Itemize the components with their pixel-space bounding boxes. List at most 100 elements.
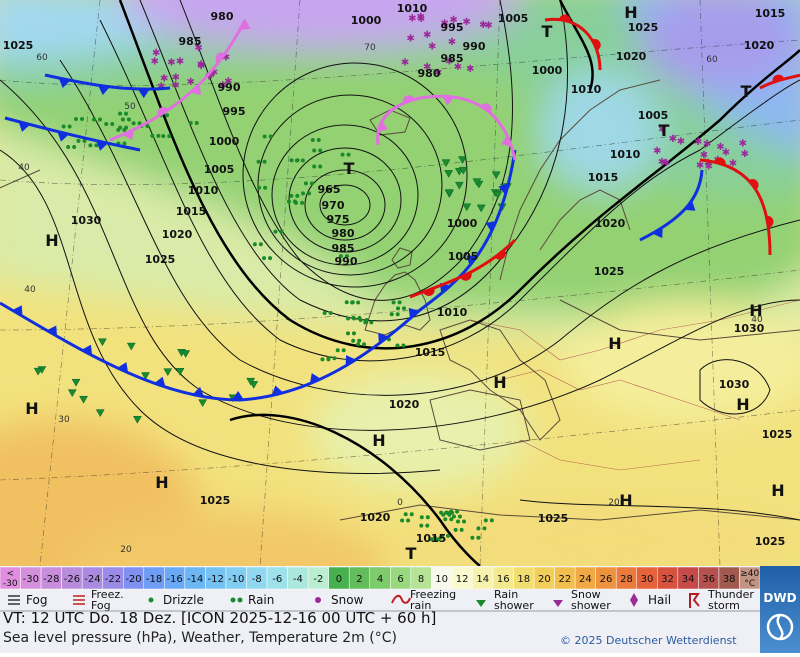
scale-label: 34 xyxy=(682,574,695,585)
isobar-label: 1015 xyxy=(416,532,447,545)
weather-legend-label: Freez. Fog xyxy=(91,588,124,612)
rain-symbol xyxy=(88,143,93,148)
snow-symbol: ✱ xyxy=(716,142,724,153)
coastlines xyxy=(0,79,800,521)
temperature-scale: < -30 -30 -28 -26 -24 -22 -20 -18 -16 -14 -12 -10 -8-… xyxy=(0,566,761,590)
scale-label: 8 xyxy=(418,574,424,585)
pressure-center: H xyxy=(619,491,632,510)
snow-symbol: ✱ xyxy=(224,76,232,87)
scale-label: 16 xyxy=(497,574,510,585)
front-semicircle xyxy=(748,179,759,190)
front xyxy=(544,17,602,71)
rain-symbol xyxy=(258,242,263,247)
front-semicircle xyxy=(460,272,472,281)
pressure-center: H xyxy=(608,334,621,353)
front-triangle xyxy=(46,325,57,337)
snow-symbol: ✱ xyxy=(448,37,456,48)
scale-label: -16 xyxy=(166,574,182,585)
isobar-label: 1020 xyxy=(389,398,420,411)
rain-symbol xyxy=(482,526,487,531)
rain-symbol xyxy=(338,254,343,259)
snow-symbol: ✱ xyxy=(151,56,159,67)
isobar-label: 1010 xyxy=(610,148,641,161)
pressure-center: H xyxy=(736,395,749,414)
snow-symbol: ✱ xyxy=(653,146,661,157)
shower-symbol xyxy=(163,368,173,377)
rain-symbol xyxy=(82,138,87,143)
pressure-center: H xyxy=(25,399,38,418)
front-semicircle xyxy=(766,215,774,228)
rain-symbol xyxy=(389,312,394,317)
rain-symbol xyxy=(120,117,125,122)
rain-symbol xyxy=(76,138,81,143)
latitude-label: 0 xyxy=(397,498,403,508)
scale-label: -10 xyxy=(228,574,244,585)
front-triangle xyxy=(96,140,108,151)
rain-symbol xyxy=(455,509,460,514)
front-triangle xyxy=(442,96,455,106)
rain-symbol xyxy=(74,116,79,121)
rain-symbol xyxy=(357,315,362,320)
snow-symbol: ✱ xyxy=(408,13,416,24)
rain-symbol xyxy=(289,158,294,163)
isobar-label: 1015 xyxy=(588,171,619,184)
isobar-label: 1030 xyxy=(734,322,765,335)
snow-symbol: ✱ xyxy=(440,19,448,30)
snow-symbol: ✱ xyxy=(160,74,168,85)
rain-symbol xyxy=(110,122,115,127)
subtitle: Sea level pressure (hPa), Weather, Tempe… xyxy=(3,630,397,646)
latitude-label: 40 xyxy=(18,163,30,173)
front-triangle xyxy=(58,77,71,89)
map-labels: 9809859909951000100510101015102010251030… xyxy=(3,2,793,563)
pressure-center: H xyxy=(45,231,58,250)
rain-symbol xyxy=(137,121,142,126)
weather-legend-label: Drizzle xyxy=(163,593,204,607)
rain-symbol xyxy=(256,159,261,164)
rain-symbol xyxy=(263,185,268,190)
rain-symbol xyxy=(307,191,312,196)
scale-label: 14 xyxy=(476,574,489,585)
pressure-center: H xyxy=(372,431,385,450)
rain-symbol xyxy=(489,518,494,523)
isobar-label: 975 xyxy=(327,213,350,226)
rain-symbol xyxy=(67,124,72,129)
rain-symbol xyxy=(312,164,317,169)
legend-icon xyxy=(73,595,85,605)
isobar-label: 1000 xyxy=(447,217,478,230)
rain-symbol xyxy=(395,343,400,348)
scale-above: ≥40 °C xyxy=(740,569,759,589)
isobar-label: 990 xyxy=(463,40,486,53)
isobar-label: 1010 xyxy=(397,2,428,15)
snow-symbol: ✱ xyxy=(729,159,737,170)
snow-symbol: ✱ xyxy=(194,43,202,54)
snow-symbol: ✱ xyxy=(157,82,165,93)
snow-symbol: ✱ xyxy=(417,14,425,25)
scale-label: 4 xyxy=(377,574,383,585)
rain-symbol xyxy=(451,514,456,519)
front-semicircle xyxy=(713,157,726,166)
map-background: ✱✱✱✱✱✱✱✱✱✱ ✱✱ ✱✱✱✱✱✱✱✱✱✱✱✱✱✱✱ ✱✱✱ ✱✱✱✱ ✱✱✱✱✱✱… xyxy=(0,0,800,566)
scale-label: 26 xyxy=(600,574,613,585)
rain-symbol xyxy=(401,343,406,348)
front-triangle xyxy=(192,386,205,397)
rain-symbol xyxy=(124,111,129,116)
front xyxy=(4,116,141,152)
pressure-center: H xyxy=(155,473,168,492)
isobar-label: 1000 xyxy=(209,135,240,148)
weather-legend-label: Snow xyxy=(331,593,364,607)
snow-symbol: ✱ xyxy=(197,60,205,71)
snow-symbol: ✱ xyxy=(401,57,409,68)
snow-symbol: ✱ xyxy=(669,134,677,145)
scale-label: -30 xyxy=(23,574,39,585)
rain-symbol xyxy=(145,124,150,129)
scale-label: 18 xyxy=(517,574,530,585)
pressure-center: T xyxy=(344,159,355,178)
scale-label: -18 xyxy=(146,574,162,585)
front-triangle xyxy=(377,120,389,133)
weather-legend-label: Rain xyxy=(248,593,274,607)
scale-label: 6 xyxy=(397,574,403,585)
snow-symbol: ✱ xyxy=(479,20,487,31)
front-triangle xyxy=(12,305,23,317)
rain-symbol xyxy=(322,311,327,316)
snow-symbol: ✱ xyxy=(197,61,205,72)
